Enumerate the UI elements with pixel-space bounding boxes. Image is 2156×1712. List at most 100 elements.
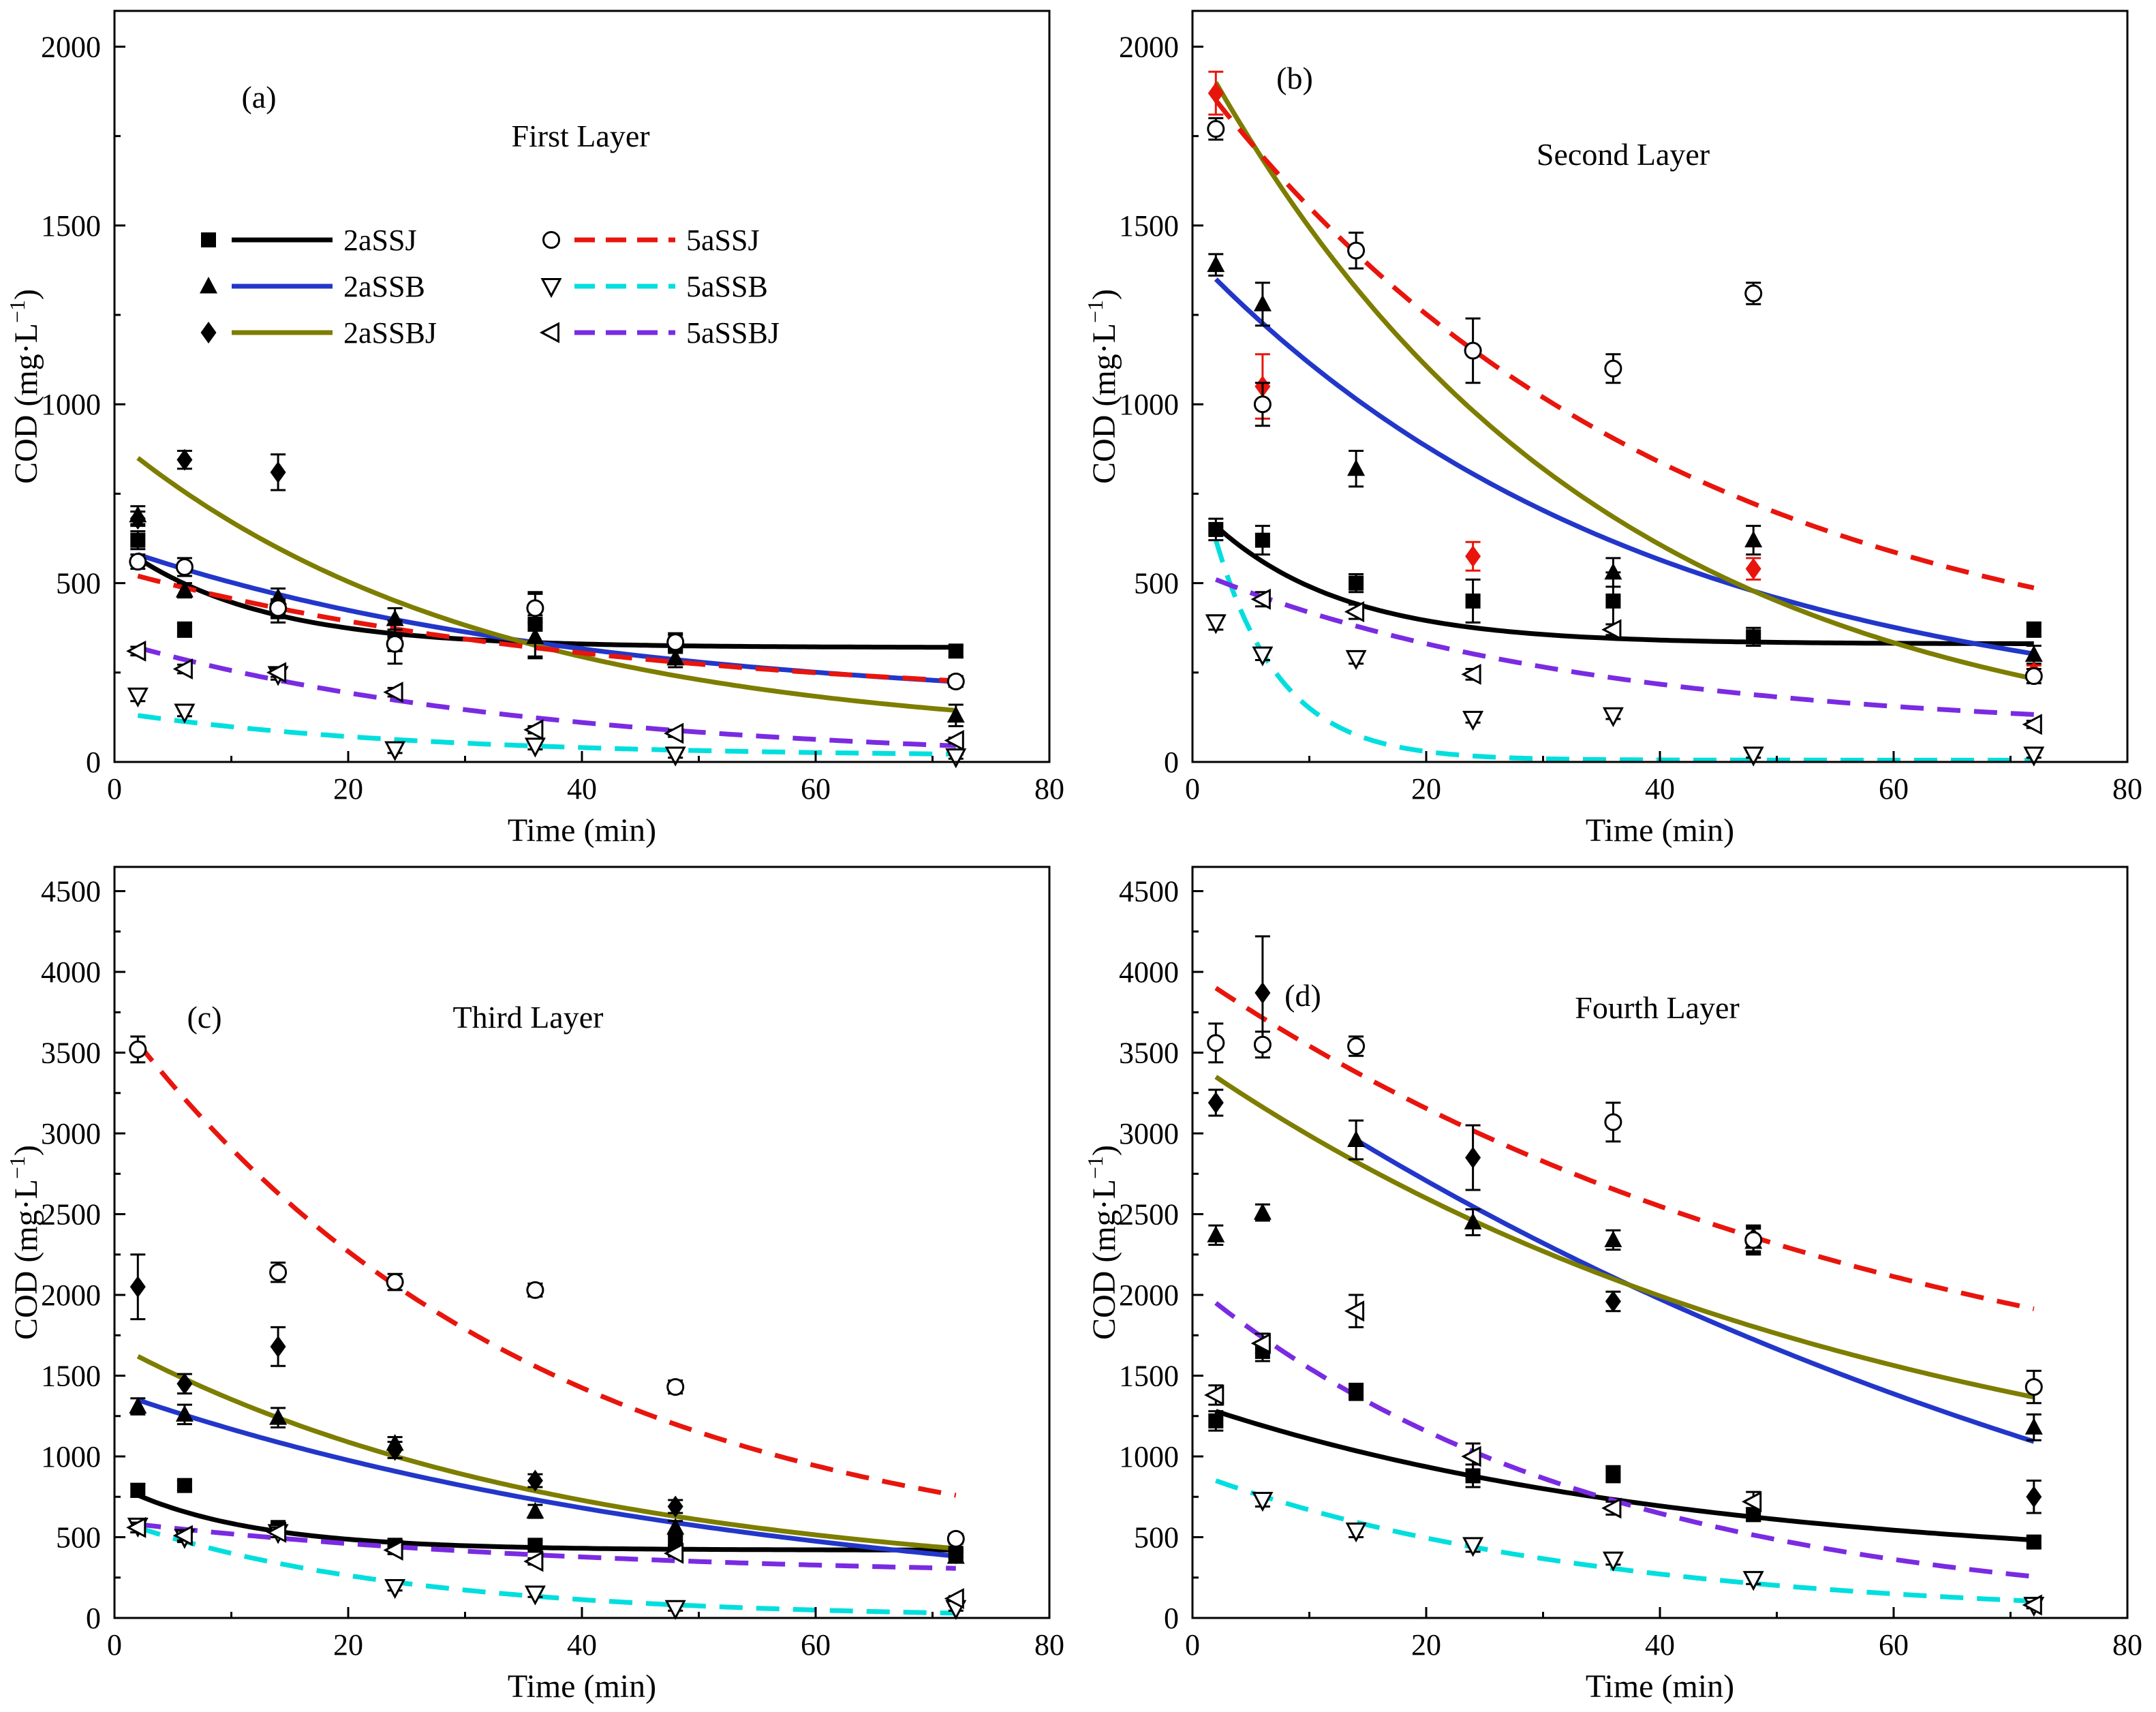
series-2aSSBJ [129,1253,964,1565]
y-tick-label: 3000 [1119,1117,1179,1150]
diamond-marker-icon [1745,557,1761,580]
circle-marker-icon [1464,341,1482,360]
triangle-left-marker-icon [944,1588,964,1610]
triangle-up-marker-icon [1464,1212,1482,1229]
y-tick-label: 500 [56,567,101,600]
y-tick-label: 2000 [41,1279,101,1312]
triangle-down-marker-icon [1205,614,1227,635]
subplot-d-fourth-layer: 0 20 40 60 80 0 500 1000 1500 2000 2500 3000 3500 400… [1078,856,2156,1712]
triangle-left-marker-icon [1204,1384,1225,1406]
triangle-up-marker-icon [1604,562,1622,580]
circle-marker-icon [542,231,560,249]
triangle-left-marker-icon [1741,1491,1762,1512]
subplot-title: Third Layer [453,1000,604,1035]
square-marker-icon [1208,1413,1224,1428]
fit-curve-5aSSJ [1214,985,2035,1311]
diamond-marker-icon [1605,1290,1621,1313]
subplot-title: Fourth Layer [1575,990,1739,1025]
triangle-down-marker-icon [1462,1537,1484,1557]
circle-marker-icon [1347,241,1366,260]
triangle-down-marker-icon [2023,746,2045,767]
triangle-left-marker-icon [944,730,964,752]
diamond-marker-icon [176,1373,193,1395]
x-axis-title: Time (min) [508,812,656,849]
y-tick-label: 1500 [1119,1360,1179,1393]
circle-marker-icon [666,633,685,652]
diamond-marker-icon [176,448,193,471]
square-marker-icon [1349,1384,1364,1400]
y-tick-label: 0 [86,746,101,779]
fit-curve-5aSSJ [137,573,956,684]
triangle-up-marker-icon [1744,530,1763,548]
triangle-left-marker-icon [266,662,287,684]
triangle-down-marker-icon [664,746,686,767]
legend: 2aSSJ 2aSSB 2aSSBJ 5aSSJ 5aSSB 5aSSBJ [200,224,780,350]
y-tick-label: 1000 [41,1440,101,1473]
circle-marker-icon [269,1263,288,1281]
x-tick-label: 20 [333,772,363,806]
circle-marker-icon [129,1040,147,1058]
fit-curve-2aSSB [137,1397,957,1559]
series-5aSSBJ [126,640,964,752]
diamond-marker-icon [1465,545,1481,568]
x-tick-label: 40 [1645,1628,1675,1662]
series-5aSSJ [129,553,965,690]
square-marker-icon [130,1482,146,1498]
series-5aSSJ [129,1035,965,1548]
triangle-left-marker-icon [523,1550,544,1572]
circle-marker-icon [1604,1113,1622,1131]
triangle-up-marker-icon [1347,1130,1366,1148]
circle-marker-icon [666,1378,685,1396]
x-tick-label: 80 [2112,772,2142,806]
fit-curve-5aSSB [137,1525,956,1616]
circle-marker-icon [386,1273,404,1291]
circle-marker-icon [269,599,288,617]
diamond-marker-icon [948,1542,964,1565]
diamond-marker-icon [387,1439,403,1461]
subplot-c-third-layer: 0 20 40 60 80 0 500 1000 1500 2000 2500 3000 3500 400… [0,856,1078,1712]
y-tick-label: 3500 [1119,1037,1179,1070]
triangle-left-marker-icon [1250,1332,1271,1354]
subplot-title: Second Layer [1537,137,1710,172]
circle-marker-icon [1207,1034,1225,1052]
y-tick-label: 2500 [1119,1198,1179,1232]
fit-curve-2aSSB [1355,1137,2035,1444]
triangle-down-marker-icon [540,278,562,299]
series-2aSSBJ [129,448,286,530]
legend-label-2aSSJ: 2aSSJ [343,224,417,257]
triangle-left-marker-icon [266,1521,287,1543]
triangle-up-marker-icon [1253,294,1272,311]
panel-label: (b) [1276,61,1313,95]
panel-label: (a) [241,80,276,114]
circle-marker-icon [526,599,544,617]
series-2aSSJ [1208,517,2042,647]
legend-label-2aSSBJ: 2aSSBJ [343,316,437,350]
triangle-down-marker-icon [945,748,967,769]
y-tick-label: 1500 [41,209,101,243]
triangle-left-marker-icon [1461,1446,1481,1467]
square-marker-icon [2026,622,2042,637]
y-tick-label: 0 [86,1602,101,1635]
y-tick-label: 1500 [1119,209,1179,243]
x-tick-label: 0 [107,1628,122,1662]
triangle-left-marker-icon [539,322,559,343]
y-tick-label: 4000 [41,956,101,989]
x-tick-label: 60 [1879,772,1909,806]
diamond-marker-icon [1207,82,1224,104]
fit-curve-5aSSBJ [1215,577,2034,717]
triangle-up-marker-icon [946,705,965,723]
square-marker-icon [1746,629,1761,645]
x-tick-label: 0 [1185,772,1200,806]
series-5aSSBJ [1250,588,2042,735]
y-tick-label: 0 [1164,1602,1179,1635]
diamond-marker-icon [667,1495,683,1518]
triangle-left-marker-icon [2022,1594,2042,1616]
y-tick-label: 4500 [41,875,101,908]
triangle-left-marker-icon [1344,601,1365,623]
square-marker-icon [1605,1467,1621,1482]
y-tick-label: 2500 [41,1198,101,1232]
circle-marker-icon [129,553,147,571]
square-marker-icon [948,643,964,659]
triangle-left-marker-icon [1601,619,1622,641]
triangle-down-marker-icon [1345,649,1367,671]
